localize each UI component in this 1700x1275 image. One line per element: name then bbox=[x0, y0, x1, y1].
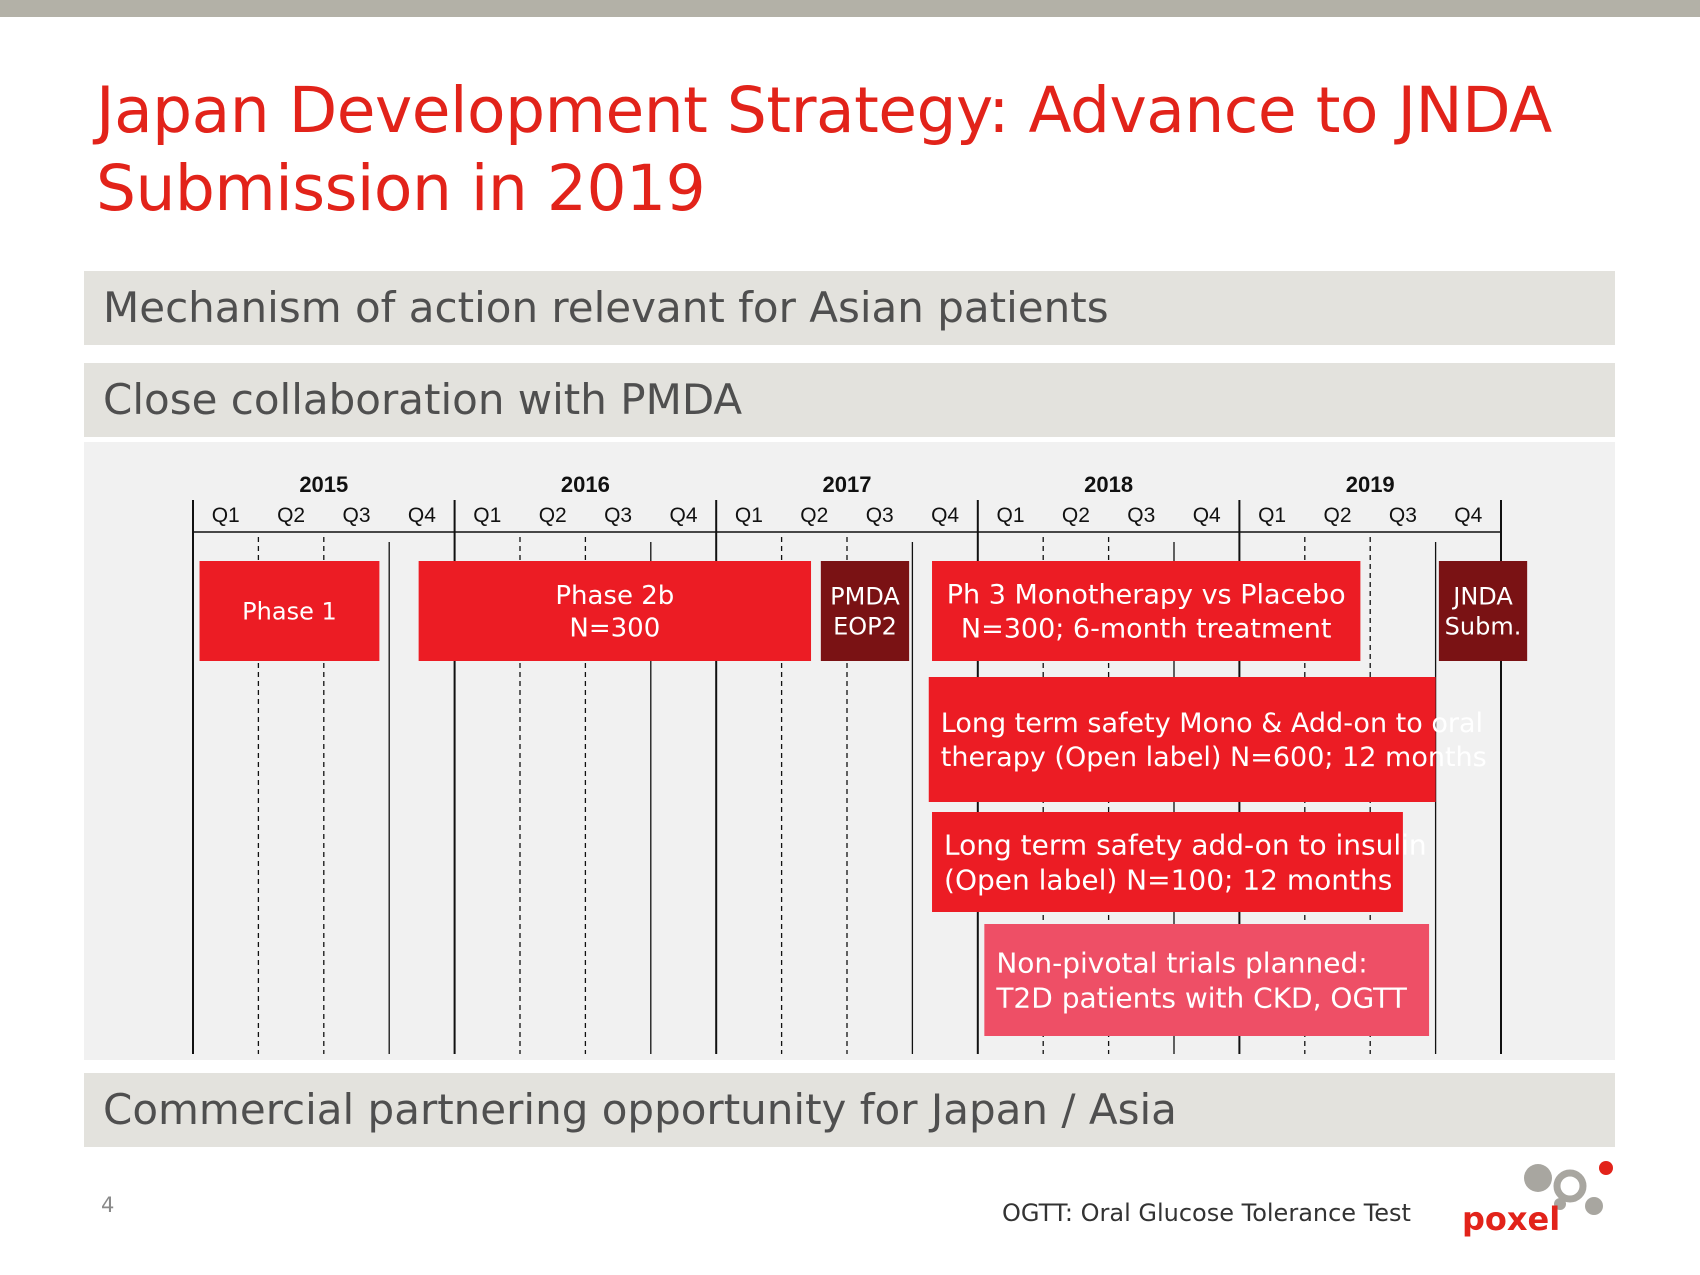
quarter-label: Q1 bbox=[473, 504, 501, 527]
timeline-chart: 2015 2016 2017 2018 2019 Q1 Q2 Q3 Q4 Q1 Q2 Q3 Q4 Q1 Q2… bbox=[84, 442, 1615, 1060]
timeline-bar-label: Long term safety Mono & Add-on to oral bbox=[941, 708, 1483, 739]
quarter-label: Q3 bbox=[1389, 504, 1417, 527]
timeline-bar-label: N=300 bbox=[569, 613, 660, 643]
quarter-label: Q4 bbox=[408, 504, 436, 527]
timeline-bar-label: Non-pivotal trials planned: bbox=[996, 946, 1367, 979]
timeline-bar bbox=[932, 812, 1403, 912]
quarter-label: Q1 bbox=[1258, 504, 1286, 527]
year-label: 2019 bbox=[1346, 472, 1395, 497]
quarter-label: Q3 bbox=[1127, 504, 1155, 527]
quarter-label: Q4 bbox=[1454, 504, 1482, 527]
slide-title: Japan Development Strategy: Advance to J… bbox=[96, 74, 1552, 225]
poxel-logo: poxel bbox=[1462, 1161, 1613, 1238]
timeline-bar-label: Ph 3 Monotherapy vs Placebo bbox=[947, 580, 1346, 611]
quarter-label: Q3 bbox=[342, 504, 370, 527]
year-label: 2018 bbox=[1084, 472, 1133, 497]
quarter-label: Q2 bbox=[277, 504, 305, 527]
timeline-bar bbox=[932, 561, 1361, 661]
timeline-bar bbox=[199, 561, 380, 661]
quarter-label: Q3 bbox=[604, 504, 632, 527]
timeline-bar bbox=[418, 561, 812, 661]
timeline-bar-label: Phase 1 bbox=[242, 597, 337, 625]
timeline-bar-label: therapy (Open label) N=600; 12 months bbox=[941, 742, 1487, 773]
timeline-bar-label: JNDA bbox=[1451, 582, 1513, 610]
quarter-label: Q4 bbox=[931, 504, 959, 527]
year-label: 2017 bbox=[823, 472, 872, 497]
band-mechanism: Mechanism of action relevant for Asian p… bbox=[84, 271, 1615, 345]
top-accent-bar bbox=[0, 0, 1700, 17]
quarter-label: Q1 bbox=[996, 504, 1024, 527]
timeline-bar-label: N=300; 6-month treatment bbox=[961, 613, 1332, 644]
quarter-label: Q2 bbox=[800, 504, 828, 527]
quarter-label: Q1 bbox=[735, 504, 763, 527]
timeline-bar bbox=[1438, 561, 1528, 661]
quarter-label: Q2 bbox=[1062, 504, 1090, 527]
timeline-bar-label: (Open label) N=100; 12 months bbox=[944, 863, 1392, 896]
quarter-label: Q3 bbox=[866, 504, 894, 527]
band-partnering-text: Commercial partnering opportunity for Ja… bbox=[103, 1085, 1177, 1134]
timeline-bar-label: Phase 2b bbox=[555, 581, 674, 611]
band-partnering: Commercial partnering opportunity for Ja… bbox=[84, 1073, 1615, 1147]
footnote: OGTT: Oral Glucose Tolerance Test bbox=[1002, 1199, 1411, 1227]
quarter-label: Q4 bbox=[669, 504, 697, 527]
timeline-bar bbox=[928, 677, 1436, 802]
band-mechanism-text: Mechanism of action relevant for Asian p… bbox=[103, 283, 1109, 332]
quarter-label: Q2 bbox=[1323, 504, 1351, 527]
timeline-bar-label: T2D patients with CKD, OGTT bbox=[995, 981, 1407, 1014]
svg-text:poxel: poxel bbox=[1462, 1200, 1560, 1238]
band-collaboration-text: Close collaboration with PMDA bbox=[103, 375, 743, 424]
timeline-bar-label: PMDA bbox=[830, 582, 900, 610]
timeline-bar-label: Long term safety add-on to insulin bbox=[944, 828, 1427, 861]
quarter-label: Q1 bbox=[212, 504, 240, 527]
year-label: 2015 bbox=[299, 472, 348, 497]
timeline-bar-label: Subm. bbox=[1445, 612, 1522, 640]
timeline-bar bbox=[820, 561, 910, 661]
timeline-bar bbox=[984, 924, 1430, 1036]
year-label: 2016 bbox=[561, 472, 610, 497]
band-collaboration: Close collaboration with PMDA bbox=[84, 363, 1615, 437]
quarter-label: Q2 bbox=[539, 504, 567, 527]
page-number: 4 bbox=[101, 1193, 115, 1217]
timeline-bar-label: EOP2 bbox=[833, 612, 897, 640]
timeline-svg: 2015 2016 2017 2018 2019 Q1 Q2 Q3 Q4 Q1 Q2 Q3 Q4 Q1 Q2… bbox=[192, 472, 1528, 1054]
quarter-label: Q4 bbox=[1193, 504, 1221, 527]
